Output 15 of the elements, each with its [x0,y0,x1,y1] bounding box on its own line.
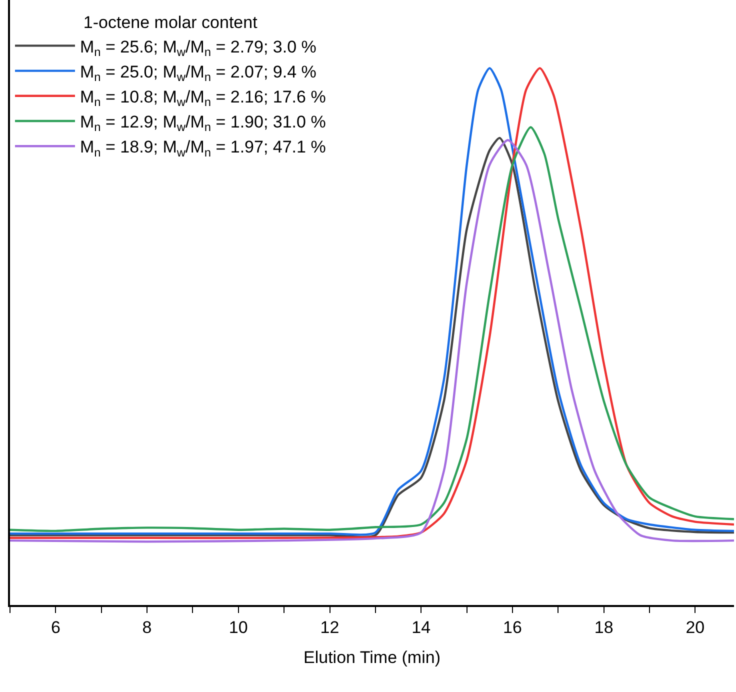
legend-label: M$_{n}$ = 25.0; M$_{w}$/M$_{n}$ = 2.07; 9.4 % [80,62,316,84]
legend-label: M$_{n}$ = 18.9; M$_{w}$/M$_{n}$ = 1.97; 47.1 % [80,138,326,160]
x-tick-label: 16 [503,618,522,638]
x-tick-label: 6 [50,618,60,638]
legend-label: M$_{n}$ = 12.9; M$_{w}$/M$_{n}$ = 1.90; 31.0 % [80,112,326,134]
x-tick-label: 12 [320,618,340,638]
legend-title: 1-octene molar content [83,13,258,32]
x-tick-label: 10 [228,618,248,638]
legend-label: M$_{n}$ = 10.8; M$_{w}$/M$_{n}$ = 2.16; 17.6 % [80,88,326,110]
x-tick-label: 18 [594,618,614,638]
x-tick-label: 8 [142,618,152,638]
x-tick-label: 14 [412,618,431,638]
x-tick-label: 20 [686,618,705,638]
x-axis-title: Elution Time (min) [304,648,440,668]
legend-label: M$_{n}$ = 25.6; M$_{w}$/M$_{n}$ = 2.79; 3.0 % [80,37,316,59]
